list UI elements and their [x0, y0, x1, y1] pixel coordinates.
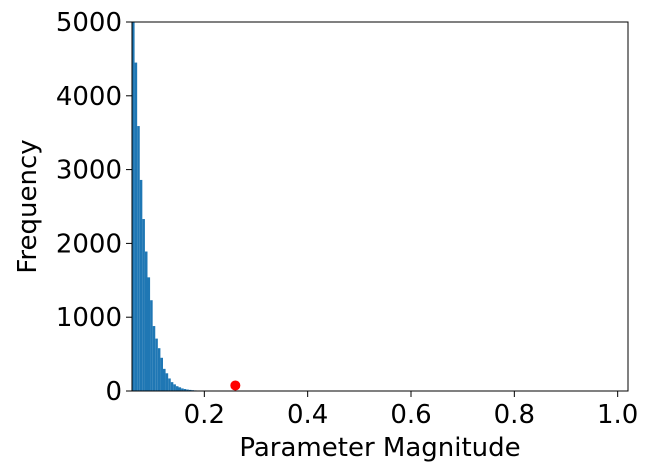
histogram-bar [173, 384, 176, 391]
histogram-bar [186, 389, 189, 391]
histogram-bar [144, 251, 148, 391]
histogram-bar [147, 277, 151, 391]
histogram-bar [175, 386, 179, 391]
histogram-bar [142, 219, 145, 391]
highlight-point [230, 380, 241, 391]
y-tick-label: 4000 [56, 82, 122, 112]
x-tick-label: 0.2 [184, 400, 225, 430]
y-tick-label: 2000 [56, 229, 122, 259]
x-tick-label: 0.6 [390, 400, 431, 430]
y-tick-label: 5000 [56, 8, 122, 38]
y-axis-ticks: 0 1000 2000 3000 4000 5000 [56, 8, 132, 407]
histogram-bar [139, 179, 143, 391]
histogram-bar [157, 348, 161, 391]
x-tick-label: 0.4 [287, 400, 328, 430]
highlight-marker-layer [230, 380, 241, 391]
plot-frame [131, 21, 629, 392]
histogram-bar [137, 126, 140, 392]
histogram-bar [170, 382, 174, 391]
histogram-bar [150, 300, 153, 391]
x-axis-title: Parameter Magnitude [239, 433, 520, 463]
x-axis-ticks: 0.2 0.4 0.6 0.8 1.0 [184, 391, 638, 430]
histogram-bar [155, 338, 158, 391]
histogram-bar [152, 326, 156, 391]
histogram-bar [178, 387, 182, 391]
histogram-bar [168, 378, 171, 391]
histogram-bar [132, 22, 135, 391]
x-tick-label: 0.8 [494, 400, 535, 430]
histogram-bar [165, 373, 169, 391]
histogram-bar [163, 368, 166, 391]
y-axis-title: Frequency [13, 139, 43, 273]
x-tick-label: 1.0 [597, 400, 638, 430]
histogram-bar [183, 389, 187, 391]
histogram-bar [181, 388, 184, 391]
y-tick-label: 3000 [56, 156, 122, 186]
histogram-bar [134, 62, 138, 392]
y-tick-label: 1000 [56, 303, 122, 333]
histogram-bars [132, 22, 210, 392]
histogram-bar [160, 357, 163, 391]
histogram-bar [188, 389, 192, 391]
y-tick-label: 0 [105, 377, 122, 407]
